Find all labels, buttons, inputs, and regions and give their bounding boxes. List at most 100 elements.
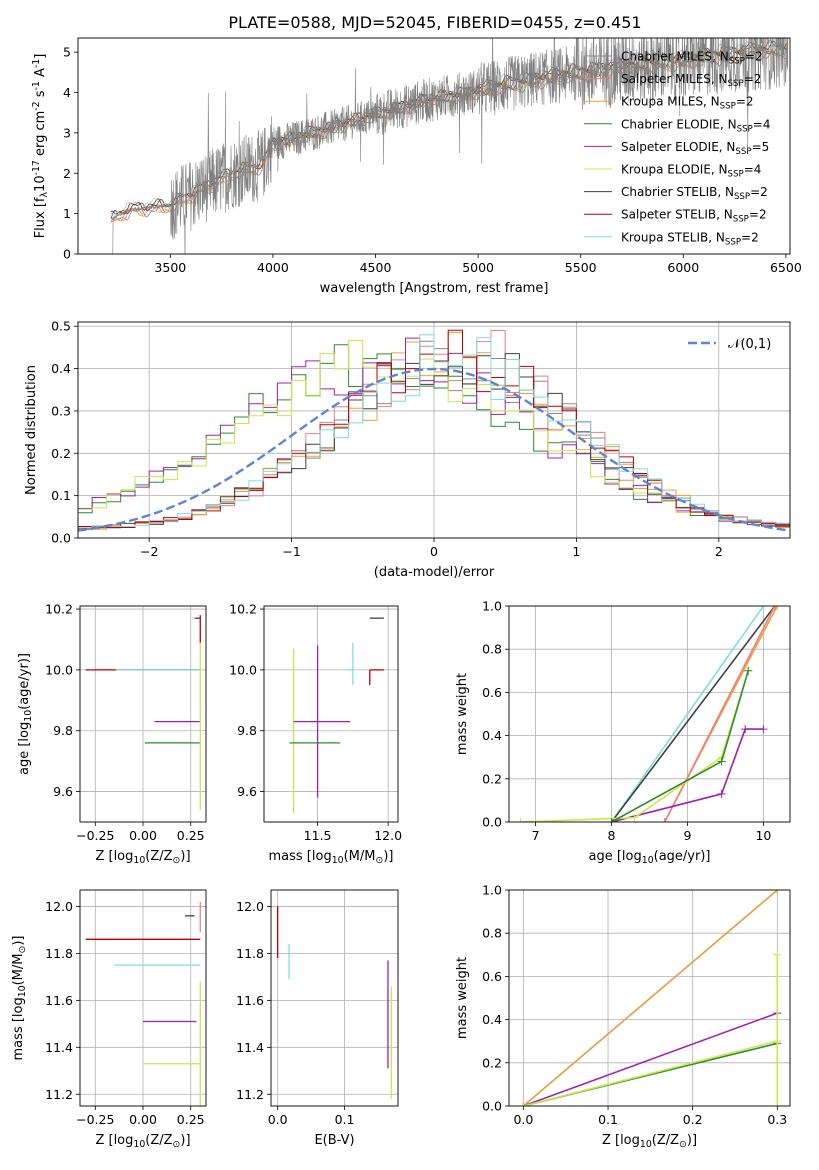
mass_weight_vs_Z-panel: 0.0 0.1 0.2 0.3 0.0 0.2 0.4 0.6 0.8 1.0 Z [log10​(…: [455, 883, 791, 1150]
mass-weight-series: [611, 728, 764, 822]
age_vs_Z-plot-area: [80, 606, 206, 822]
age_vs_mass-plot-area: [264, 606, 398, 822]
mass_vs_ebv-panel: 0.0 0.1 11.2 11.4 11.6 11.8 12.0 E(B-V): [236, 889, 399, 1148]
x-tick-label: 0: [430, 544, 438, 559]
x-tick-label: 6000: [667, 260, 699, 275]
y-tick-label: 12.0: [45, 899, 73, 914]
x-tick-label: 4000: [257, 260, 289, 275]
x-tick-label: 9: [683, 828, 691, 843]
mass-weight-marker: [770, 606, 779, 610]
y-tick-label: 9.6: [237, 784, 257, 799]
y-tick-label: 10.0: [229, 662, 257, 677]
x-tick-label: 0.1: [598, 1112, 618, 1127]
x-tick-label: −0.25: [76, 1112, 114, 1127]
y-tick-label: 11.2: [45, 1087, 73, 1102]
y-tick-label: 1: [63, 206, 71, 221]
x-axis-label: Z [log10​(Z/Z⊙​)]: [95, 1133, 190, 1150]
spectrum-frame: [77, 37, 791, 255]
x-axis-label: mass [log10​(M/M⊙​)]: [269, 849, 394, 866]
normal-distribution-curve: [78, 367, 788, 532]
errorbar-point: [345, 642, 354, 686]
x-tick-label: 6500: [770, 260, 802, 275]
y-tick-label: 0.0: [482, 1099, 502, 1114]
mass-weight-marker: [773, 606, 782, 610]
x-tick-label: 5500: [565, 260, 597, 275]
age_vs_Z-frame: [79, 605, 207, 823]
x-axis-label: wavelength [Angstrom, rest frame]: [320, 281, 549, 296]
mass_weight_vs_age-plot-area: [509, 606, 790, 822]
y-tick-label: 3: [63, 125, 71, 140]
residuals-frame: [77, 321, 791, 539]
figure-title: PLATE=0588, MJD=52045, FIBERID=0455, z=0…: [228, 13, 641, 32]
y-tick-label: 9.6: [53, 784, 73, 799]
mass-weight-marker: [717, 789, 726, 798]
mass-weight-marker: [516, 818, 525, 822]
y-tick-label: 0.4: [482, 728, 502, 743]
y-tick-label: 0: [63, 247, 71, 262]
y-axis-label: mass weight: [455, 673, 470, 755]
x-tick-label: 10: [755, 828, 771, 843]
x-tick-label: 0.0: [513, 1112, 533, 1127]
mass-weight-series: [522, 890, 778, 1106]
y-tick-label: 11.6: [45, 993, 73, 1008]
mass-weight-series: [523, 1040, 778, 1106]
observed-spectrum: [110, 38, 789, 254]
mass_vs_ebv-plot-area: [271, 890, 398, 1106]
y-tick-label: 0.1: [51, 488, 71, 503]
mass-weight-series: [523, 1012, 778, 1106]
mass-weight-marker: [607, 818, 616, 822]
x-tick-label: 2: [715, 544, 723, 559]
y-tick-label: 11.2: [236, 1087, 264, 1102]
mass_weight_vs_Z-plot-area: [509, 890, 790, 1106]
y-tick-label: 10.0: [45, 662, 73, 677]
y-tick-label: 0.5: [51, 319, 71, 334]
x-tick-label: 4500: [360, 260, 392, 275]
age_vs_mass-panel: 11.5 12.0 9.6 9.8 10.0 10.2 mass [log10​(M/M⊙​…: [229, 602, 402, 866]
x-axis-label: E(B-V): [314, 1133, 354, 1148]
mass-weight-marker: [660, 818, 669, 822]
mass-weight-marker: [630, 813, 639, 822]
x-tick-label: 5000: [462, 260, 494, 275]
y-tick-label: 0.3: [51, 403, 71, 418]
y-axis-label: mass weight: [455, 957, 470, 1039]
y-tick-label: 1.0: [482, 883, 502, 898]
x-tick-label: 3500: [154, 260, 186, 275]
legend-entry: 𝒩(0,1): [728, 337, 771, 352]
age_vs_Z-panel: −0.25 0.00 0.25 9.6 9.8 10.0 10.2 Z [log10​(Z/Z…: [17, 602, 207, 866]
x-tick-label: 1: [572, 544, 580, 559]
y-tick-label: 9.8: [237, 723, 257, 738]
mass-weight-marker: [759, 725, 768, 734]
residuals-legend: 𝒩(0,1): [688, 337, 771, 352]
x-tick-label: 12.0: [374, 828, 402, 843]
y-tick-label: 0.4: [482, 1012, 502, 1027]
mass-weight-marker: [759, 606, 768, 610]
residual-histogram-kroupa_elodie: [78, 340, 790, 527]
y-axis-label: mass [log10​(M/M⊙​)]: [11, 936, 28, 1061]
y-tick-label: 0.8: [482, 642, 502, 657]
y-tick-label: 0.2: [51, 446, 71, 461]
mass_vs_Z-plot-area: [80, 890, 206, 1106]
mass-weight-marker: [741, 725, 750, 734]
residuals-plot-area: [78, 322, 790, 538]
x-tick-label: 8: [608, 828, 616, 843]
spectrum-legend: Chabrier MILES, NSSP​=2 Salpeter MILES, N…: [584, 50, 770, 247]
legend-entry: Salpeter STELIB, NSSP​=2: [621, 208, 767, 225]
errorbar-point: [369, 669, 384, 686]
x-tick-label: 0.25: [177, 828, 205, 843]
x-tick-label: 11.5: [304, 828, 332, 843]
x-axis-label: age [log10​(age/yr)]: [589, 849, 711, 866]
legend-entry: Salpeter MILES, NSSP​=2: [621, 72, 761, 89]
y-axis-label: Normed distribution: [24, 365, 39, 495]
x-tick-label: 0.00: [129, 828, 157, 843]
age_vs_mass-frame: [263, 605, 399, 823]
y-tick-label: 9.8: [53, 723, 73, 738]
mass-weight-marker: [744, 666, 753, 675]
legend-entry: Chabrier ELODIE, NSSP​=4: [621, 117, 770, 134]
y-tick-label: 0.0: [482, 815, 502, 830]
x-tick-label: 0.25: [177, 1112, 205, 1127]
x-tick-label: 0.1: [335, 1112, 355, 1127]
mass-weight-marker: [717, 757, 726, 766]
y-tick-label: 0.6: [482, 685, 502, 700]
y-tick-label: 0.6: [482, 969, 502, 984]
